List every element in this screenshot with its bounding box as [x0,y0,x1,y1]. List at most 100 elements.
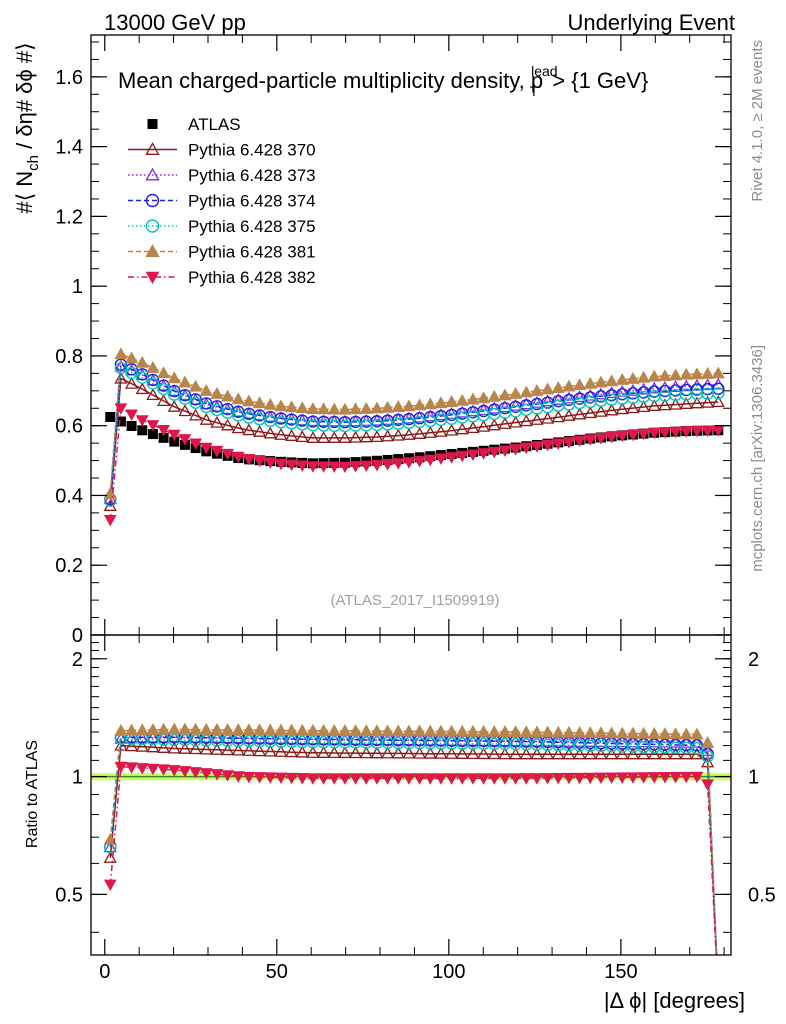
data-point-main-5-40 [530,384,544,396]
data-point-ratio-5-28 [402,773,416,785]
data-point-main-1-48 [615,402,629,415]
legend-entry-6: Pythia 6.428 382 [128,268,316,287]
data-point-ratio-5-27 [391,773,405,785]
data-point-ratio-5-31 [434,773,448,785]
plot-title-sub: T [530,83,539,99]
y-label-part-1: #⟨ N [12,171,37,214]
data-point-main-5-42 [551,381,565,393]
data-point-main-6-45 [583,434,597,446]
data-point-ratio-0-3 [135,739,149,752]
series-main-line-1 [109,377,719,506]
data-point-ratio-0-48 [615,747,629,760]
data-point-ratio-0-21 [327,746,341,759]
data-point-main-1-57 [711,395,725,408]
data-point-ratio-5-47 [605,772,618,784]
data-point-main-1-18 [295,430,309,443]
data-point-main-5-24 [359,401,373,414]
data-point-ratio-0-42 [551,747,565,760]
rivet-version-label: Rivet 4.1.0, ≥ 2M events [749,40,766,202]
data-point-main-5-32 [444,395,459,408]
data-point-main-6-28 [402,457,416,469]
data-point-ratio-4-44 [572,725,587,738]
data-point-ratio-5-8 [189,767,202,779]
data-point-main-5-9 [199,383,213,396]
data-point-main-1-31 [434,424,448,437]
data-point-ratio-0-52 [658,747,672,760]
data-point-main-1-5 [156,394,171,406]
data-point-ratio-0-1 [114,738,128,751]
series-ratio-0 [103,738,718,955]
data-point-main-6-26 [381,459,394,471]
data-point-ratio-5-42 [551,773,565,785]
data-point-main-4-6 [168,388,181,401]
data-point-main-5-37 [498,388,512,401]
data-point-ratio-4-16 [274,723,288,736]
data-point-main-6-41 [541,439,554,452]
data-point-main-1-50 [636,400,651,413]
data-point-ratio-5-7 [178,766,192,778]
data-point-ratio-0-5 [156,741,171,753]
data-point-main-1-51 [647,399,661,411]
data-point-ratio-0-54 [679,747,693,760]
data-point-ratio-0-19 [306,745,320,758]
data-point-main-5-15 [263,397,277,410]
data-point-ratio-4-49 [626,726,640,739]
data-point-ratio-4-8 [188,722,203,735]
data-point-ratio-4-13 [242,723,256,736]
data-point-main-1-56 [700,395,715,408]
data-point-main-5-51 [647,369,661,382]
series-ratio-line-0 [109,744,718,955]
legend-label-5: Pythia 6.428 381 [188,243,316,262]
data-point-main-5-2 [124,351,139,364]
data-point-main-5-12 [231,392,245,405]
data-point-ratio-4-24 [359,724,373,737]
data-point-main-5-14 [252,396,267,409]
data-point-ratio-0-7 [178,741,192,754]
legend-entry-0: ATLAS [147,115,241,134]
data-point-ratio-5-33 [455,773,469,785]
data-point-ratio-0-37 [498,747,512,760]
data-point-ratio-0-53 [668,747,683,760]
data-point-ratio-0-44 [572,747,587,760]
data-point-main-1-20 [316,431,331,443]
data-point-ratio-5-44 [573,772,586,785]
data-point-ratio-4-31 [434,724,448,737]
data-point-main-2-48 [615,384,629,397]
data-point-main-5-19 [306,402,320,415]
data-point-ratio-0-8 [188,742,203,755]
main-y-tick-label: 0.6 [55,416,83,438]
data-point-main-6-39 [519,442,533,455]
mcplots-source-label: mcplots.cern.ch [arXiv:1306.3436] [749,345,766,572]
data-point-ratio-5-16 [274,772,288,785]
data-point-main-5-23 [348,402,363,415]
data-point-ratio-0-33 [455,747,469,759]
data-point-ratio-4-42 [551,725,565,738]
data-point-ratio-4-0 [103,832,117,845]
legend-marker-4 [145,219,160,233]
data-point-ratio-5-23 [349,773,362,785]
data-point-main-1-3 [135,382,149,395]
data-point-main-2-42 [551,392,565,405]
data-point-ratio-5-53 [669,771,682,784]
data-point-main-5-55 [690,367,704,380]
data-point-ratio-5-3 [135,763,149,775]
ratio-y-axis-label: Ratio to ATLAS [24,740,41,848]
data-point-main-1-9 [199,412,213,425]
data-point-ratio-0-13 [242,743,256,756]
data-point-main-1-45 [583,406,597,419]
data-point-ratio-4-33 [455,724,469,737]
data-point-main-6-22 [338,461,352,474]
data-point-ratio-5-19 [306,773,320,785]
data-point-main-5-26 [380,400,395,413]
data-point-ratio-5-39 [519,773,533,785]
data-point-ratio-0-36 [487,747,501,760]
ratio-y-tick-label-right: 2 [748,649,759,671]
data-point-main-5-28 [402,399,416,412]
data-point-ratio-4-39 [519,725,533,738]
data-point-ratio-4-15 [263,723,277,736]
data-point-ratio-4-48 [615,726,629,739]
main-y-tick-label: 0 [72,625,83,647]
data-point-ratio-5-20 [317,773,330,785]
data-point-main-1-30 [423,425,437,438]
data-point-main-1-29 [412,427,427,439]
